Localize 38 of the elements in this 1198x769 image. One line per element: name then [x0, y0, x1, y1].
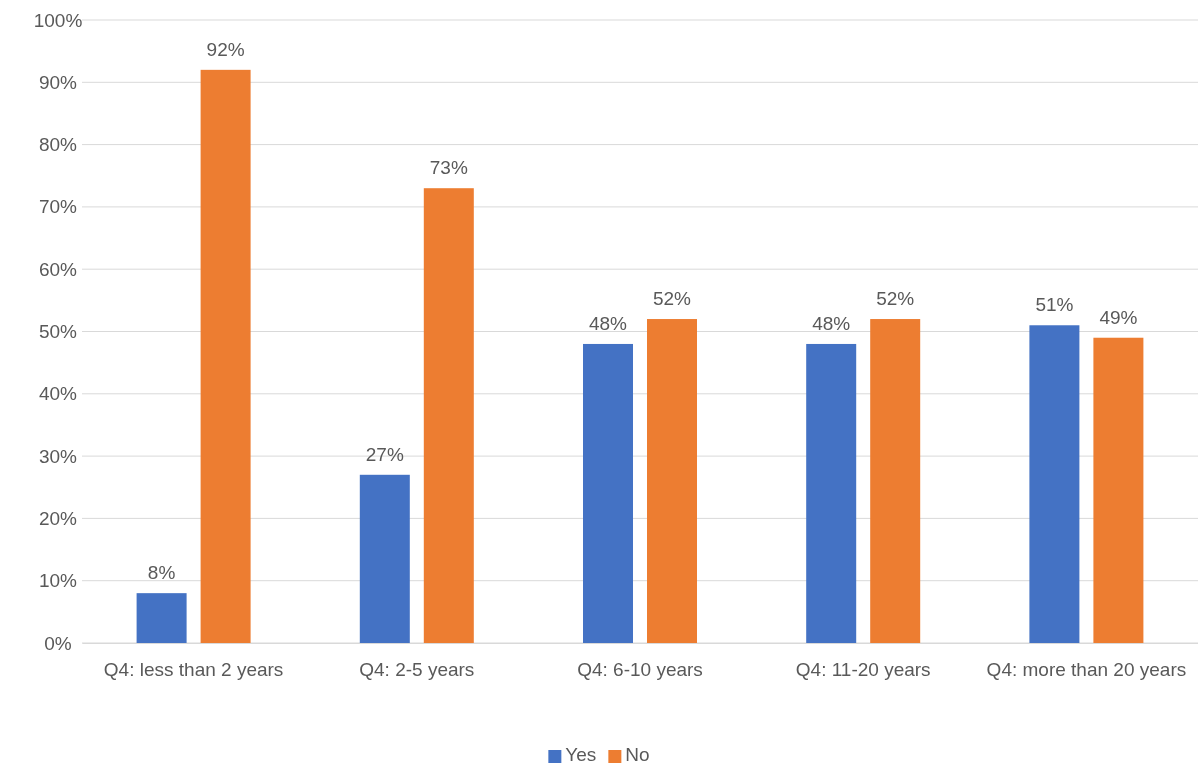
text: 49% [1099, 306, 1138, 328]
text: 52% [652, 288, 692, 310]
y-tick-label: 40% [38, 383, 78, 405]
text: 73% [429, 157, 468, 179]
text: 48% [812, 312, 851, 334]
x-tick-label: Q4: 6-10 years [577, 659, 703, 681]
bar [806, 343, 857, 643]
text: 52% [876, 288, 915, 310]
y-tick-label: 80% [38, 134, 78, 156]
x-tick-label: Q4: less than 2 years [103, 659, 284, 681]
y-tick-label: 0% [44, 632, 72, 654]
y-tick-label: 50% [38, 321, 78, 343]
legend-label: Yes [565, 744, 597, 765]
bar [359, 474, 410, 643]
bar [423, 188, 474, 643]
y-tick-label: 20% [38, 507, 78, 529]
legend-label: No [625, 744, 650, 765]
bar [870, 319, 921, 643]
text: 27% [365, 443, 404, 465]
bar [1029, 325, 1080, 643]
x-tick-label: Q4: 2-5 years [359, 659, 475, 681]
x-tick-label: Q4: 11-20 years [795, 659, 931, 681]
text: 8% [147, 562, 176, 584]
text: 48% [588, 312, 628, 334]
y-tick-label: 30% [38, 445, 78, 467]
text: 92% [206, 38, 245, 60]
y-tick-label: 60% [38, 258, 78, 280]
y-tick-label: 70% [38, 196, 78, 218]
x-tick-label: Q4: more than 20 years [986, 659, 1187, 681]
text: 51% [1035, 294, 1074, 316]
y-tick-label: 90% [38, 71, 78, 93]
y-tick-label: 10% [38, 570, 78, 592]
bar [583, 343, 633, 643]
bar [1093, 337, 1144, 643]
y-tick-label: 100% [33, 9, 83, 31]
bar [136, 593, 187, 643]
bar [200, 69, 251, 643]
bar [647, 319, 697, 643]
